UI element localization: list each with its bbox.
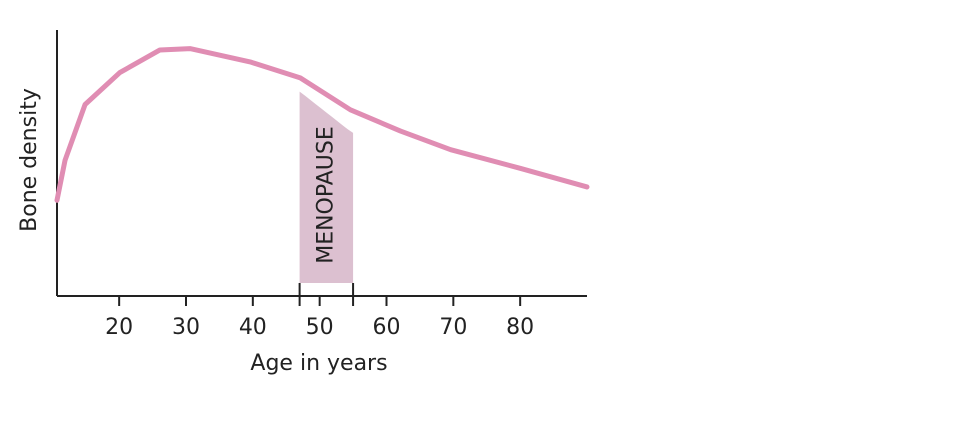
y-axis-label: Bone density: [17, 88, 42, 232]
x-tick-label: 40: [239, 315, 267, 340]
x-tick-label: 80: [506, 315, 534, 340]
x-axis-label: Age in years: [250, 351, 387, 376]
x-tick-label: 70: [439, 315, 467, 340]
density-line: [54, 46, 590, 203]
x-tick-label: 60: [372, 315, 400, 340]
menopause-band: [299, 91, 354, 283]
x-tick-label: 50: [306, 315, 334, 340]
x-tick-label: 20: [105, 315, 133, 340]
band-label: MENOPAUSE: [313, 126, 338, 264]
x-tick-label: 30: [172, 315, 200, 340]
